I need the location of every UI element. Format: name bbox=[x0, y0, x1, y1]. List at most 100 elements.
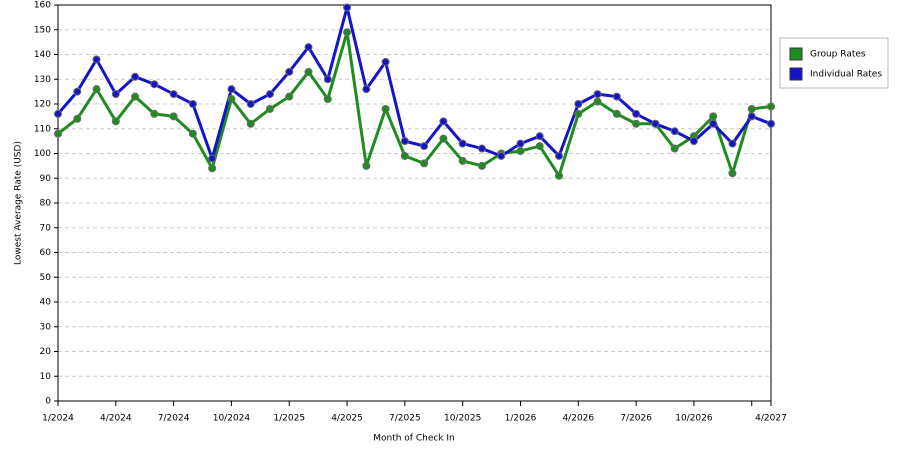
data-point bbox=[612, 92, 621, 101]
data-point bbox=[131, 72, 140, 81]
data-point bbox=[54, 129, 62, 138]
data-point bbox=[458, 156, 467, 165]
legend-swatch bbox=[789, 67, 803, 81]
data-point bbox=[92, 85, 101, 94]
y-tick-label: 20 bbox=[40, 347, 52, 357]
x-tick-label: 1/2026 bbox=[505, 414, 537, 424]
data-point bbox=[246, 119, 255, 128]
data-point bbox=[343, 28, 352, 37]
y-tick-label: 160 bbox=[34, 1, 51, 11]
data-point bbox=[555, 151, 564, 160]
y-tick-label: 90 bbox=[40, 174, 52, 184]
data-point bbox=[381, 57, 390, 66]
data-point bbox=[458, 139, 467, 148]
x-tick-label: 1/2025 bbox=[273, 414, 305, 424]
y-tick-label: 40 bbox=[40, 298, 52, 308]
data-point bbox=[111, 117, 120, 126]
data-point bbox=[381, 104, 390, 113]
data-point bbox=[516, 147, 525, 156]
data-point bbox=[323, 95, 332, 104]
data-point bbox=[131, 92, 140, 101]
y-tick-label: 10 bbox=[40, 372, 52, 382]
x-tick-label: 4/2027 bbox=[755, 414, 787, 424]
data-point bbox=[227, 95, 236, 104]
data-point bbox=[150, 80, 159, 89]
data-point bbox=[767, 102, 775, 111]
x-tick-label: 10/2024 bbox=[213, 414, 251, 424]
data-point bbox=[169, 112, 178, 121]
data-point bbox=[285, 92, 294, 101]
data-point bbox=[400, 151, 409, 160]
y-tick-label: 30 bbox=[40, 322, 52, 332]
data-point bbox=[535, 132, 544, 141]
x-tick-label: 7/2026 bbox=[620, 414, 652, 424]
data-point bbox=[208, 164, 217, 173]
data-point bbox=[92, 55, 101, 64]
data-point bbox=[73, 114, 82, 123]
data-point bbox=[73, 87, 82, 96]
data-point bbox=[304, 67, 313, 76]
y-tick-label: 0 bbox=[45, 397, 51, 407]
x-tick-label: 1/2024 bbox=[42, 414, 74, 424]
data-point bbox=[150, 109, 159, 118]
data-point bbox=[497, 151, 506, 160]
data-point bbox=[651, 119, 660, 128]
data-point bbox=[574, 100, 583, 108]
y-tick-label: 100 bbox=[34, 149, 51, 159]
data-point bbox=[188, 129, 197, 138]
data-point bbox=[265, 104, 274, 113]
plot-frame bbox=[57, 4, 772, 402]
x-tick-label: 4/2024 bbox=[100, 414, 132, 424]
data-point bbox=[747, 112, 756, 121]
data-point bbox=[420, 142, 429, 151]
y-tick-label: 150 bbox=[34, 25, 51, 35]
y-axis-label: Lowest Average Rate (USD) bbox=[14, 141, 24, 265]
data-point bbox=[265, 90, 274, 99]
legend-box bbox=[779, 37, 889, 89]
data-point bbox=[304, 43, 313, 52]
x-tick-label: 4/2026 bbox=[562, 414, 594, 424]
data-point bbox=[670, 144, 679, 153]
data-point bbox=[169, 90, 178, 99]
data-point bbox=[670, 127, 679, 136]
data-point bbox=[612, 109, 621, 118]
data-point bbox=[555, 171, 564, 180]
data-point bbox=[477, 144, 486, 153]
data-point bbox=[728, 169, 737, 178]
data-point bbox=[593, 90, 602, 99]
y-tick-label: 110 bbox=[34, 124, 51, 134]
data-point bbox=[323, 75, 332, 84]
legend-swatch bbox=[789, 47, 803, 61]
x-tick-label: 4/2025 bbox=[331, 414, 363, 424]
data-point bbox=[420, 159, 429, 168]
data-point bbox=[439, 117, 448, 126]
data-point bbox=[747, 104, 756, 113]
x-tick-label: 7/2024 bbox=[158, 414, 190, 424]
y-tick-label: 120 bbox=[34, 100, 51, 110]
data-point bbox=[362, 161, 371, 170]
data-point bbox=[111, 90, 120, 99]
data-point bbox=[593, 97, 602, 106]
y-tick-label: 130 bbox=[34, 75, 51, 85]
data-point bbox=[477, 161, 486, 170]
data-point bbox=[285, 67, 294, 76]
data-point bbox=[439, 134, 448, 143]
data-point bbox=[227, 85, 236, 94]
data-point bbox=[188, 100, 197, 108]
data-point bbox=[516, 139, 525, 148]
data-point bbox=[632, 109, 641, 118]
data-point bbox=[400, 137, 409, 146]
y-tick-label: 60 bbox=[40, 248, 52, 258]
data-point bbox=[246, 100, 255, 108]
x-tick-label: 10/2025 bbox=[444, 414, 481, 424]
data-point bbox=[709, 112, 718, 121]
data-point bbox=[362, 85, 371, 94]
data-point bbox=[709, 119, 718, 128]
data-point bbox=[728, 139, 737, 148]
legend-label: Group Rates bbox=[810, 50, 866, 60]
data-point bbox=[54, 109, 62, 118]
data-point bbox=[343, 3, 352, 12]
data-point bbox=[689, 137, 698, 146]
x-axis-label: Month of Check In bbox=[373, 434, 455, 444]
